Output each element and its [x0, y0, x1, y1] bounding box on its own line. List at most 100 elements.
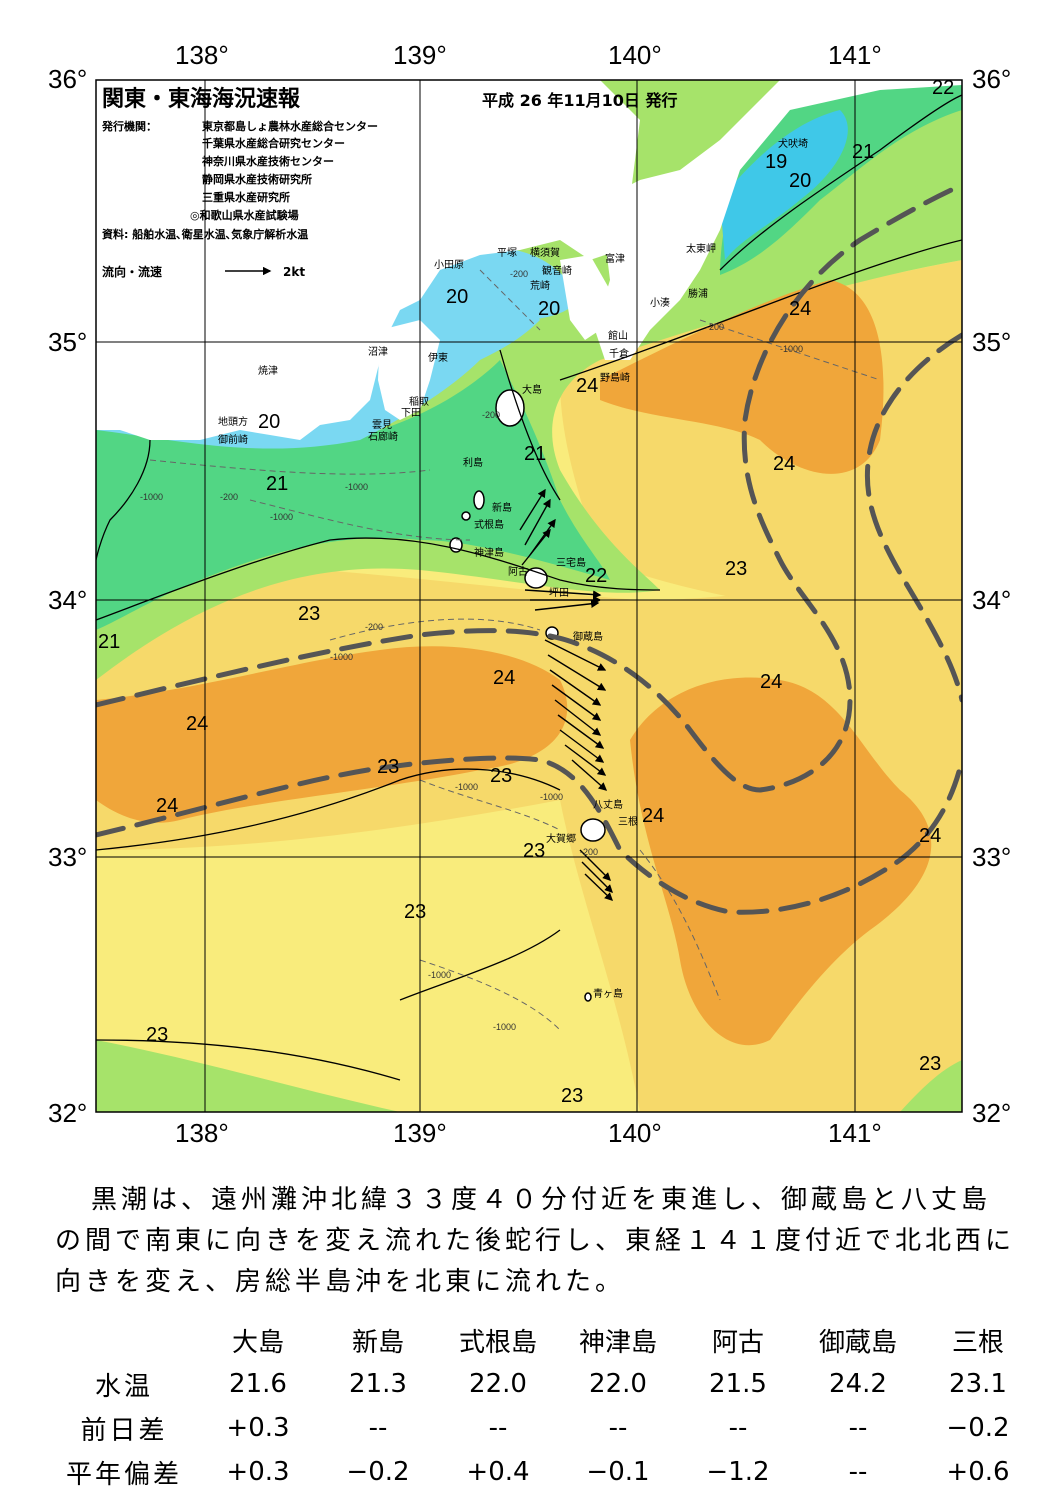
lat-label-right: 34°	[972, 585, 1011, 615]
isotherm-label: 21	[98, 631, 120, 653]
depth-label: -200	[580, 847, 598, 857]
place-label: 青ヶ島	[593, 987, 623, 1000]
publisher-item: 三重県水産研究所	[202, 190, 290, 204]
place-label: 荒崎	[530, 279, 550, 292]
place-label: 三根	[618, 815, 638, 828]
column-header: 御蔵島	[818, 1327, 897, 1358]
place-label: 八丈島	[593, 798, 623, 811]
place-label: 館山	[608, 329, 628, 342]
place-label: 伊東	[428, 351, 448, 364]
depth-label: -1000	[270, 512, 293, 522]
place-label: 阿古	[508, 565, 528, 578]
sst-21-zone	[96, 360, 610, 630]
land-izu-peninsula	[378, 320, 440, 420]
depth-label: -1000	[345, 482, 368, 492]
table-cell: 22.0	[589, 1369, 647, 1399]
kuroshio-description: 黒潮は、遠州灘沖北緯３３度４０分付近を東進し、御蔵島と八丈島の間で南東に向きを変…	[55, 1180, 1015, 1303]
table-cell: −1.2	[706, 1457, 770, 1487]
depth-label: -200	[706, 322, 724, 332]
current-vectors	[519, 488, 614, 901]
table-cell: 22.0	[469, 1369, 527, 1399]
isotherm-label: 24	[186, 713, 208, 735]
isotherm-label: 22	[932, 77, 954, 99]
column-header: 阿古	[711, 1327, 764, 1358]
isotherm-label: 21	[852, 141, 874, 163]
publisher-label: 発行機関：	[101, 119, 157, 133]
land-honshu	[96, 80, 640, 440]
lon-label-top: 138°	[175, 40, 229, 70]
place-label: 小田原	[434, 259, 464, 271]
isotherm-label: 23	[561, 1085, 583, 1107]
island-oshima	[495, 389, 525, 427]
issue-date: 平成 26 年11月10日 発行	[482, 91, 678, 110]
sst-24-zone-boso	[600, 280, 884, 474]
place-label: 地頭方	[218, 415, 248, 428]
row-label: 水温	[94, 1371, 153, 1402]
place-label: 坪田	[549, 586, 569, 599]
isotherm-lines	[96, 94, 962, 1081]
island-niijima	[473, 490, 485, 510]
isotherm-label: 23	[490, 765, 512, 787]
place-label: 御前崎	[218, 433, 248, 446]
isotherm-label: 20	[258, 411, 280, 433]
lat-label-left: 32°	[48, 1098, 87, 1128]
description-text: 黒潮は、遠州灘沖北緯３３度４０分付近を東進し、御蔵島と八丈島の間で南東に向きを変…	[55, 1185, 1016, 1297]
current-legend-scale: 2kt	[283, 265, 305, 279]
table-cell: --	[488, 1413, 508, 1443]
lon-label-top: 140°	[608, 40, 662, 70]
place-label: 大賀郷	[546, 832, 576, 845]
lat-label-right: 33°	[972, 842, 1011, 872]
depth-contours	[149, 269, 881, 1031]
graticule	[96, 80, 962, 1112]
table-cell: --	[368, 1413, 388, 1443]
table-cell: --	[848, 1413, 868, 1443]
lon-label-bottom: 140°	[608, 1118, 662, 1148]
isotherm-label: 24	[773, 453, 795, 475]
lon-label-top: 141°	[828, 40, 882, 70]
isotherm-label: 23	[377, 756, 399, 778]
lat-label-left: 36°	[48, 64, 87, 94]
table-cell: 21.5	[709, 1369, 767, 1399]
island-shikinejima	[461, 511, 471, 521]
isotherm-label: 24	[642, 805, 664, 827]
table-header-row: 大島 新島 式根島 神津島 阿古 御蔵島 三根	[50, 1318, 1038, 1362]
depth-label: -200	[510, 269, 528, 279]
place-label: 野島崎	[600, 371, 630, 384]
depth-label: -200	[482, 410, 500, 420]
lat-label-right: 35°	[972, 327, 1011, 357]
place-label: 神津島	[474, 546, 504, 559]
place-label: 観音崎	[542, 264, 572, 277]
island-hachijojima	[580, 818, 606, 842]
map-title: 関東・東海海況速報	[102, 86, 301, 112]
sea-temperature-map: 22 21 19 20 20 20 24 24 24 21 21 20 22 2…	[48, 40, 1011, 1148]
depth-label-group: -200 -200 -1000 -1000 -200 -1000 -1000 -…	[140, 269, 803, 1032]
lat-label-left: 33°	[48, 842, 87, 872]
sst-24-zone-east	[630, 677, 932, 1046]
depth-label: -200	[220, 492, 238, 502]
table-cell: −0.1	[586, 1457, 650, 1487]
depth-label: -1000	[140, 492, 163, 502]
place-label: 焼津	[258, 365, 278, 377]
depth-label: -1000	[428, 970, 451, 980]
isotherm-label: 20	[789, 170, 811, 192]
row-label: 前日差	[80, 1415, 168, 1446]
place-label: 雲見	[372, 419, 392, 431]
depth-label: -1000	[540, 792, 563, 802]
isotherm-label: 23	[725, 558, 747, 580]
depth-label: -1000	[455, 782, 478, 792]
place-label: 犬吠埼	[778, 137, 808, 150]
isotherm-label: 24	[493, 667, 515, 689]
isotherm-label: 24	[156, 795, 178, 817]
column-header: 式根島	[458, 1327, 537, 1358]
table-cell: --	[848, 1457, 868, 1487]
sst-19-zone	[720, 110, 848, 260]
table-row: 前日差 +0.3 -- -- -- -- -- −0.2	[50, 1406, 1038, 1450]
isotherm-label: 23	[523, 840, 545, 862]
place-label: 横須賀	[530, 246, 560, 259]
depth-label: -1000	[780, 344, 803, 354]
island-aogashima	[584, 992, 592, 1002]
table-cell: +0.3	[226, 1413, 290, 1443]
current-legend-label: 流向・流速	[102, 264, 162, 279]
place-label: 富津	[605, 252, 625, 265]
sst-24-zone-west	[96, 646, 568, 823]
